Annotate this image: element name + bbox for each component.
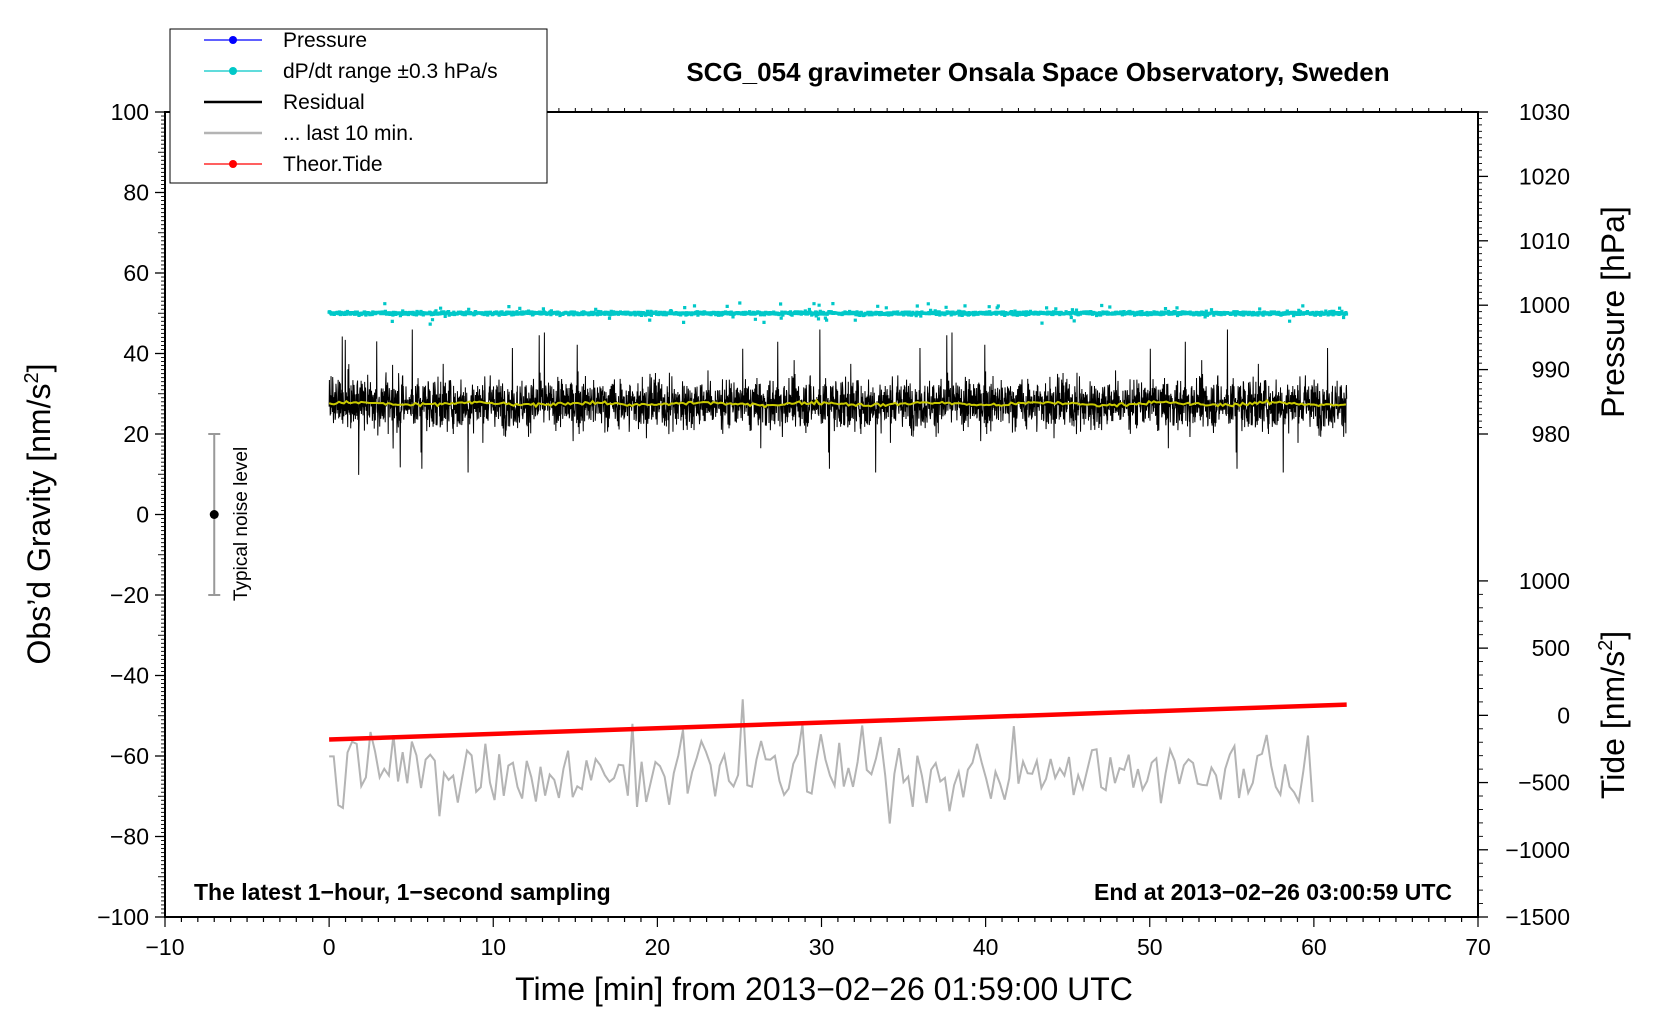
x-tick-labels: −10 0 10 20 30 40 50 60 70: [145, 934, 1490, 960]
y-tick-labels: 100 80 60 40 20 0 −20 −40 −60 −80 −100: [97, 99, 149, 930]
pressure-tick-label: 980: [1532, 421, 1570, 447]
legend-box: [169, 28, 548, 184]
series-residual-smooth: [328, 398, 1347, 409]
x-tick-label: 60: [1301, 934, 1327, 960]
legend-marker: [229, 160, 237, 168]
y-tick-label: −40: [110, 663, 149, 689]
x-tick-label: 30: [809, 934, 835, 960]
series-tide: [329, 702, 1347, 742]
annotation-right: End at 2013−02−26 03:00:59 UTC: [1094, 879, 1452, 905]
y-tick-label: 40: [123, 341, 149, 367]
pressure-tick-labels: 1030 1020 1010 1000 990 980: [1519, 99, 1570, 447]
legend-label: dP/dt range ±0.3 hPa/s: [283, 60, 498, 83]
pressure-tick-label: 990: [1532, 357, 1570, 383]
tide-axis-title: Tide [nm/s2]: [1595, 631, 1631, 799]
tide-tick-label: −500: [1518, 770, 1570, 796]
tide-tick-label: 0: [1557, 702, 1570, 728]
tide-tick-label: −1500: [1505, 904, 1570, 930]
tide-tick-label: 500: [1532, 635, 1570, 661]
y-tick-label: −20: [110, 582, 149, 608]
y-tick-label: −80: [110, 824, 149, 850]
x-tick-label: 40: [973, 934, 999, 960]
legend-label: Theor.Tide: [283, 153, 383, 176]
tide-tick-label: 1000: [1519, 568, 1570, 594]
x-tick-label: 50: [1137, 934, 1163, 960]
tide-tick-label: −1000: [1505, 837, 1570, 863]
tide-tick-labels: 1000 500 0 −500 −1000 −1500: [1505, 568, 1570, 930]
legend-label: ... last 10 min.: [283, 122, 414, 145]
x-tick-label: 0: [323, 934, 336, 960]
pressure-axis-title: Pressure [hPa]: [1595, 206, 1631, 418]
axis-ticks: [155, 108, 1488, 927]
y-tick-label: −60: [110, 743, 149, 769]
x-tick-label: 10: [480, 934, 506, 960]
legend-label: Pressure: [283, 29, 367, 52]
y-tick-label: 60: [123, 260, 149, 286]
x-axis-title: Time [min] from 2013−02−26 01:59:00 UTC: [515, 971, 1133, 1007]
y-axis-title-left: Obs’d Gravity [nm/s2]: [21, 364, 57, 665]
y-tick-label: 100: [111, 99, 149, 125]
legend-marker: [229, 36, 237, 44]
noise-label: Typical noise level: [231, 447, 252, 601]
legend-label: Residual: [283, 91, 365, 114]
series-last10: [329, 699, 1314, 824]
x-tick-label: 70: [1465, 934, 1491, 960]
pressure-tick-label: 1010: [1519, 228, 1570, 254]
pressure-tick-label: 1000: [1519, 292, 1570, 318]
x-tick-label: −10: [145, 934, 184, 960]
pressure-tick-label: 1020: [1519, 163, 1570, 189]
noise-bar-dot: [209, 510, 219, 519]
series-dpdt: [327, 301, 1349, 326]
annotation-left: The latest 1−hour, 1−second sampling: [194, 879, 611, 905]
y-tick-label: −100: [97, 904, 149, 930]
chart-title: SCG_054 gravimeter Onsala Space Observat…: [686, 57, 1389, 87]
y-tick-label: 80: [123, 180, 149, 206]
y-tick-label: 20: [123, 421, 149, 447]
noise-bar: [208, 433, 221, 596]
legend: Pressure dP/dt range ±0.3 hPa/s Residual..…: [169, 28, 548, 184]
y-tick-label: 0: [136, 502, 149, 528]
legend-marker: [229, 67, 237, 75]
dpdt-points: [327, 301, 1349, 326]
x-tick-label: 20: [645, 934, 671, 960]
pressure-tick-label: 1030: [1519, 99, 1570, 125]
